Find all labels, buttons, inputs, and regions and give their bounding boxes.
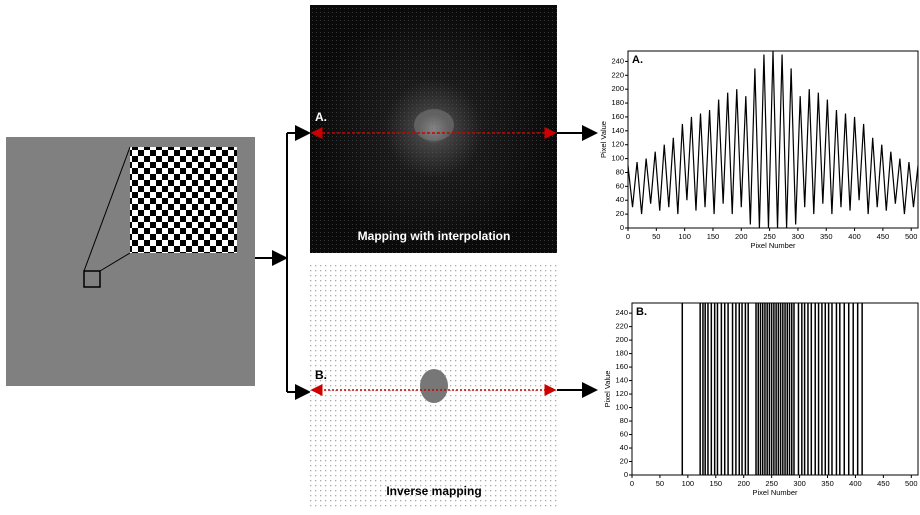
y-tick-label: 80 — [620, 416, 628, 425]
x-axis-label: Pixel Number — [752, 488, 798, 497]
x-tick-label: 100 — [682, 479, 695, 488]
y-tick-label: 20 — [620, 456, 628, 465]
y-tick-label: 60 — [616, 181, 624, 190]
x-axis-label: Pixel Number — [750, 241, 796, 250]
y-tick-label: 40 — [616, 195, 624, 204]
x-tick-label: 150 — [710, 479, 723, 488]
x-tick-label: 100 — [678, 232, 691, 241]
caption: Inverse mapping — [386, 484, 481, 498]
x-tick-label: 500 — [905, 232, 918, 241]
y-tick-label: 160 — [615, 362, 628, 371]
y-tick-label: 120 — [615, 389, 628, 398]
caption: Mapping with interpolation — [358, 229, 511, 243]
y-tick-label: 100 — [611, 154, 624, 163]
x-tick-label: 400 — [848, 232, 861, 241]
x-tick-label: 450 — [877, 232, 890, 241]
center-spot — [414, 109, 454, 141]
y-tick-label: 120 — [611, 140, 624, 149]
y-tick-label: 220 — [611, 70, 624, 79]
y-tick-label: 60 — [620, 430, 628, 439]
chart: 0 20 40 60 80 100 120 140 160 180 200 220 240 0 50 100 1… — [603, 303, 918, 497]
x-tick-label: 250 — [763, 232, 776, 241]
chart: 0 20 40 60 80 100 120 140 160 180 200 220 240 0 50 100 1… — [599, 51, 918, 250]
x-tick-label: 0 — [630, 479, 634, 488]
x-tick-label: 400 — [849, 479, 862, 488]
y-tick-label: 140 — [611, 126, 624, 135]
y-tick-label: 180 — [611, 98, 624, 107]
y-tick-label: 240 — [615, 308, 628, 317]
zoom-inset — [130, 147, 237, 253]
x-tick-label: 150 — [707, 232, 720, 241]
x-tick-label: 300 — [793, 479, 806, 488]
x-tick-label: 350 — [821, 479, 834, 488]
panel-label: A. — [315, 110, 327, 124]
x-tick-label: 350 — [820, 232, 833, 241]
y-tick-label: 180 — [615, 349, 628, 358]
y-tick-label: 0 — [624, 470, 628, 479]
y-axis-label: Pixel Value — [603, 371, 612, 408]
chart-label: B. — [636, 306, 647, 318]
figure: A. Mapping with interpolation B. Inverse… — [0, 0, 920, 515]
y-tick-label: 100 — [615, 403, 628, 412]
y-tick-label: 240 — [611, 56, 624, 65]
x-tick-label: 50 — [652, 232, 660, 241]
x-tick-label: 200 — [735, 232, 748, 241]
y-tick-label: 140 — [615, 376, 628, 385]
x-tick-label: 450 — [877, 479, 890, 488]
x-tick-label: 50 — [656, 479, 664, 488]
x-tick-label: 250 — [765, 479, 778, 488]
y-tick-label: 20 — [616, 209, 624, 218]
y-tick-label: 160 — [611, 112, 624, 121]
x-tick-label: 300 — [792, 232, 805, 241]
y-tick-label: 220 — [615, 322, 628, 331]
y-tick-label: 0 — [620, 223, 624, 232]
panel-label: B. — [315, 368, 327, 382]
plot-area — [632, 303, 918, 475]
x-tick-label: 0 — [626, 232, 630, 241]
x-tick-label: 200 — [737, 479, 750, 488]
y-axis-label: Pixel Value — [599, 121, 608, 158]
chart-label: A. — [632, 54, 643, 66]
y-tick-label: 200 — [611, 84, 624, 93]
x-tick-label: 500 — [905, 479, 918, 488]
y-tick-label: 40 — [620, 443, 628, 452]
y-tick-label: 200 — [615, 335, 628, 344]
center-spot — [420, 369, 448, 403]
plot-area — [628, 51, 918, 228]
y-tick-label: 80 — [616, 167, 624, 176]
